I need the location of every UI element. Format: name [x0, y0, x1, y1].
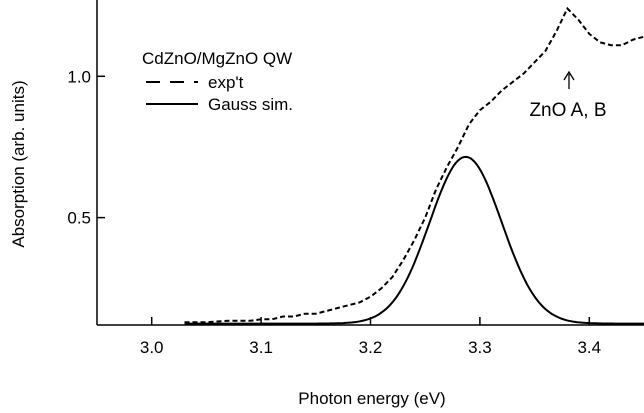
y-tick-label: 0.5 — [67, 209, 91, 228]
y-axis-label: Absorption (arb. units) — [9, 80, 28, 247]
x-tick-label: 3.4 — [577, 338, 601, 357]
legend: CdZnO/MgZnO QW exp't Gauss sim. — [142, 49, 293, 114]
x-tick-label: 3.1 — [249, 338, 273, 357]
y-tick-label: 1.0 — [67, 67, 91, 86]
x-tick-label: 3.3 — [468, 338, 492, 357]
annotation-arrow-head — [563, 70, 575, 81]
series-gauss-line — [184, 155, 644, 325]
x-ticks: 3.0 3.1 3.2 3.3 3.4 — [140, 317, 601, 357]
x-tick-label: 3.0 — [140, 338, 164, 357]
legend-entry-gauss: Gauss sim. — [208, 95, 293, 114]
annotation-zno: ZnO A, B — [529, 70, 607, 121]
annotation-label: ZnO A, B — [529, 100, 606, 121]
series-expt-line — [184, 6, 644, 324]
y-ticks: 0.5 1.0 — [67, 67, 105, 228]
legend-entry-expt: exp't — [208, 73, 244, 92]
x-tick-label: 3.2 — [359, 338, 383, 357]
series-layer — [184, 6, 644, 325]
x-axis-label: Photon energy (eV) — [298, 389, 445, 408]
legend-title: CdZnO/MgZnO QW — [142, 49, 292, 68]
